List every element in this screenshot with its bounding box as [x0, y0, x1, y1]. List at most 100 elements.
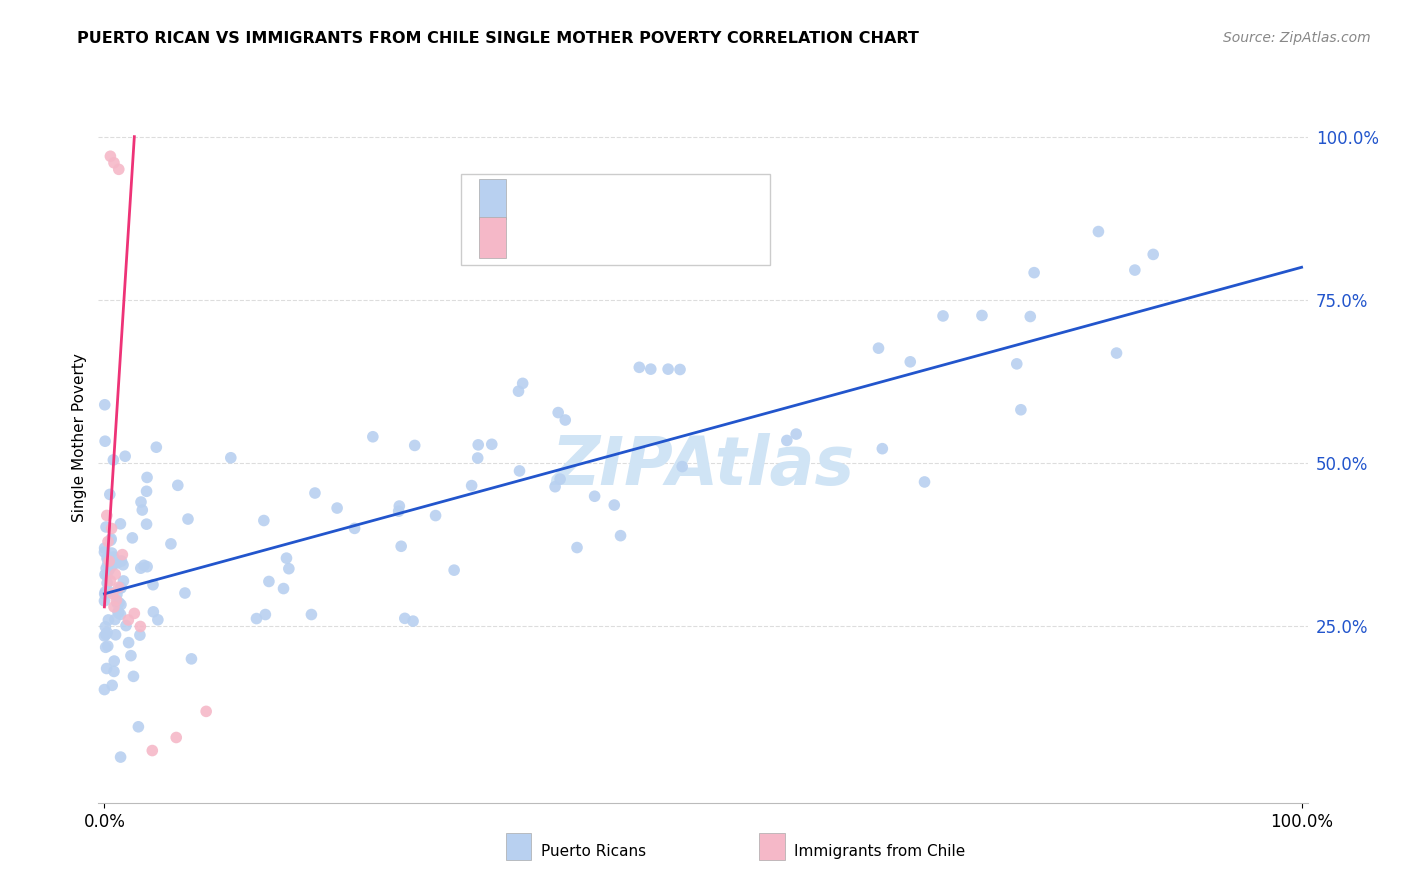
Point	[174, 586, 197, 600]
Point	[110, 554, 132, 568]
Point	[94, 585, 117, 599]
Point	[107, 605, 129, 619]
Point	[776, 434, 799, 448]
Point	[93, 545, 115, 559]
Point	[129, 561, 152, 575]
Point	[544, 480, 567, 494]
Point	[141, 743, 163, 757]
Point	[94, 620, 117, 634]
Point	[394, 611, 416, 625]
Point	[548, 472, 571, 486]
Point	[98, 554, 121, 568]
Point	[304, 486, 326, 500]
Point	[142, 605, 165, 619]
Point	[276, 551, 298, 566]
Point	[872, 442, 894, 456]
Point	[443, 563, 465, 577]
Point	[512, 376, 534, 391]
Point	[96, 561, 118, 575]
Point	[96, 508, 118, 523]
Point	[93, 629, 115, 643]
Point	[785, 427, 807, 442]
Point	[103, 549, 125, 564]
Point	[361, 430, 384, 444]
Point	[1005, 357, 1028, 371]
Point	[110, 581, 132, 595]
Text: Source: ZipAtlas.com: Source: ZipAtlas.com	[1223, 31, 1371, 45]
Point	[868, 341, 890, 355]
Point	[96, 625, 118, 640]
Point	[93, 682, 115, 697]
Point	[107, 606, 129, 620]
Point	[124, 607, 146, 621]
Point	[481, 437, 503, 451]
Point	[100, 149, 122, 163]
Point	[1123, 263, 1146, 277]
Point	[425, 508, 447, 523]
Point	[277, 562, 299, 576]
Point	[388, 499, 411, 513]
Point	[97, 639, 120, 653]
Point	[136, 559, 159, 574]
Point	[103, 557, 125, 571]
Point	[132, 558, 155, 573]
Point	[299, 607, 322, 622]
Point	[609, 529, 631, 543]
Point	[98, 584, 121, 599]
Point	[103, 453, 125, 467]
Point	[103, 155, 125, 169]
Point	[104, 567, 127, 582]
Point	[93, 594, 115, 608]
Point	[467, 450, 489, 465]
Point	[103, 599, 125, 614]
Point	[1019, 310, 1042, 324]
Point	[136, 470, 159, 484]
Point	[565, 541, 588, 555]
Point	[96, 551, 118, 566]
FancyBboxPatch shape	[479, 218, 506, 258]
Point	[127, 720, 149, 734]
Point	[671, 459, 693, 474]
Point	[129, 619, 152, 633]
Point	[97, 613, 120, 627]
Point	[326, 501, 349, 516]
Point	[165, 731, 187, 745]
Y-axis label: Single Mother Poverty: Single Mother Poverty	[72, 352, 87, 522]
Point	[1142, 247, 1164, 261]
Point	[100, 533, 122, 548]
Text: R = 0.774   N = 136: R = 0.774 N = 136	[516, 190, 683, 209]
Point	[94, 567, 117, 582]
Point	[145, 440, 167, 454]
Point	[111, 548, 134, 562]
Point	[96, 568, 118, 582]
Point	[932, 309, 955, 323]
Point	[657, 362, 679, 376]
Text: ZIPAtlas: ZIPAtlas	[551, 434, 855, 500]
Point	[94, 627, 117, 641]
Point	[112, 574, 135, 588]
Point	[245, 611, 267, 625]
Point	[101, 678, 124, 692]
Point	[97, 563, 120, 577]
Point	[100, 521, 122, 535]
Point	[103, 654, 125, 668]
Point	[96, 661, 118, 675]
Point	[970, 309, 993, 323]
Point	[117, 635, 139, 649]
Point	[121, 531, 143, 545]
Point	[96, 576, 118, 591]
Point	[1087, 225, 1109, 239]
Text: R = 0.693   N = 20: R = 0.693 N = 20	[516, 228, 672, 246]
Point	[122, 669, 145, 683]
Point	[115, 618, 138, 632]
Text: Puerto Ricans: Puerto Ricans	[541, 845, 647, 859]
Point	[273, 582, 295, 596]
FancyBboxPatch shape	[759, 833, 785, 860]
Point	[554, 413, 576, 427]
Point	[117, 613, 139, 627]
Point	[129, 495, 152, 509]
Point	[131, 503, 153, 517]
Point	[97, 550, 120, 565]
Point	[98, 487, 121, 501]
Point	[640, 362, 662, 376]
